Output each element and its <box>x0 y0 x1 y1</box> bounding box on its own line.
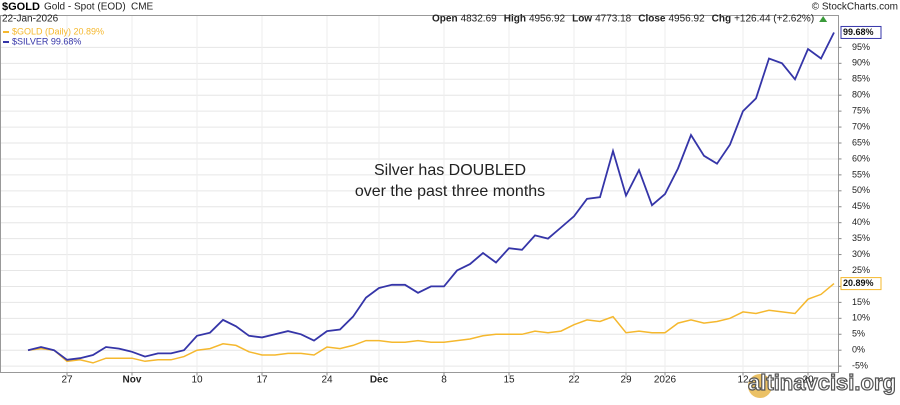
value-label-box <box>840 25 882 39</box>
y-tick-label: 80% <box>852 90 870 100</box>
y-tick-label: 25% <box>852 265 870 275</box>
quote-value: 4956.92 <box>668 14 705 25</box>
x-tick-label: 2026 <box>654 375 677 386</box>
y-tick-label: 45% <box>852 201 870 211</box>
y-tick-label: 85% <box>852 74 870 84</box>
x-tick-label: 17 <box>256 375 268 386</box>
y-tick-label: 65% <box>852 137 870 147</box>
plot-frame <box>0 15 839 373</box>
legend-label: $SILVER 99.68% <box>12 36 81 46</box>
y-tick-label: 70% <box>852 121 870 131</box>
x-tick-label: 22 <box>568 375 580 386</box>
value-label-box <box>840 277 882 291</box>
y-tick-label: 75% <box>852 106 870 116</box>
quote-value: 4773.18 <box>595 14 632 25</box>
y-tick-label: 95% <box>852 42 870 52</box>
y-tick-label: 50% <box>852 185 870 195</box>
quote-value: 4832.69 <box>461 14 498 25</box>
x-tick-label: 15 <box>503 375 515 386</box>
exchange: CME <box>131 2 154 13</box>
grid <box>0 15 839 373</box>
x-tick-label: 8 <box>441 375 447 386</box>
quote-value: +126.44 (+2.62%) <box>734 14 814 25</box>
y-tick-label: 60% <box>852 153 870 163</box>
up-arrow <box>819 16 828 22</box>
series-line <box>27 32 835 361</box>
watermark-logo <box>748 374 772 398</box>
value-label: 99.68% <box>843 27 874 37</box>
credit: © StockCharts.com <box>812 2 898 13</box>
y-tick-label: 35% <box>852 233 870 243</box>
x-tick-label: 29 <box>620 375 632 386</box>
x-tick-label: 24 <box>321 375 333 386</box>
y-tick-label: 30% <box>852 249 870 259</box>
annotation: Silver has DOUBLED <box>374 162 526 179</box>
y-tick-label: 10% <box>852 313 870 323</box>
x-tick-label: 10 <box>191 375 203 386</box>
watermark: altinavcisi.org <box>748 370 896 395</box>
y-tick-label: 55% <box>852 169 870 179</box>
x-tick-label: Dec <box>370 375 389 386</box>
quote-value: 4956.92 <box>529 14 566 25</box>
series-line <box>27 283 835 364</box>
date: 22-Jan-2026 <box>2 14 59 25</box>
y-tick-label: 90% <box>852 58 870 68</box>
quote-label: Low <box>572 14 592 25</box>
y-tick-label: -5% <box>852 361 868 371</box>
chart-title: $GOLD <box>2 1 40 13</box>
x-tick-label: 12 <box>737 375 749 386</box>
quote-label: High <box>504 14 526 25</box>
quote-label: Open <box>432 14 458 25</box>
legend-label: $GOLD (Daily) 20.89% <box>12 26 104 36</box>
x-tick-label: Nov <box>123 375 142 386</box>
x-tick-label: 27 <box>61 375 73 386</box>
quote-label: Chg <box>712 14 731 25</box>
y-tick-label: 40% <box>852 217 870 227</box>
x-tick-label: 20 <box>802 375 814 386</box>
y-tick-label: 0% <box>852 345 865 355</box>
y-tick-label: 5% <box>852 329 865 339</box>
value-label: 20.89% <box>843 278 874 288</box>
quote-label: Close <box>638 14 666 25</box>
annotation: over the past three months <box>355 183 545 200</box>
chart-subtitle: Gold - Spot (EOD) <box>44 2 126 13</box>
y-tick-label: 15% <box>852 297 870 307</box>
